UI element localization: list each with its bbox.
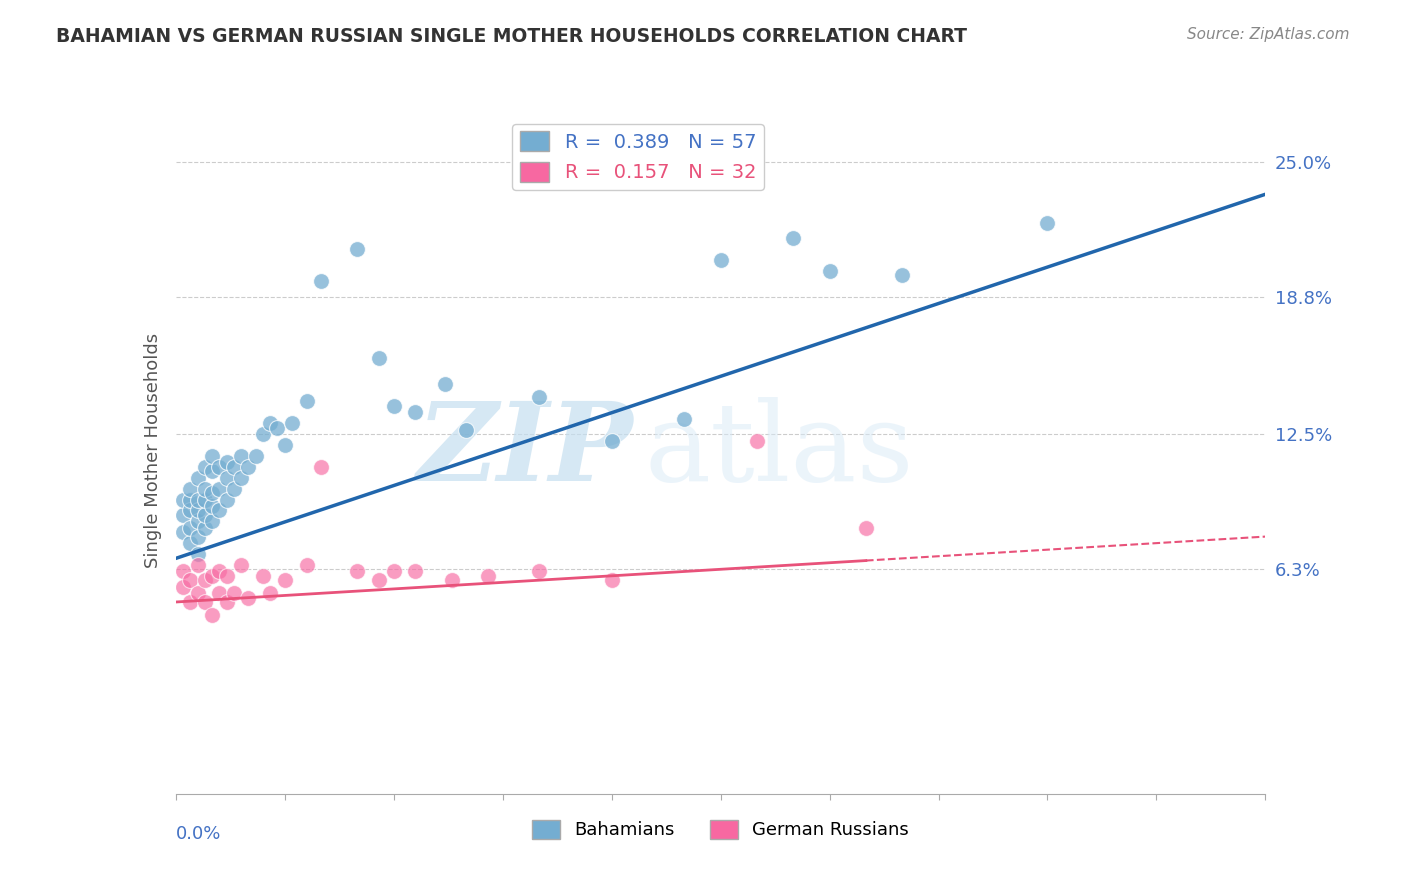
Point — [172, 580, 194, 594]
Y-axis label: Single Mother Households: Single Mother Households — [143, 333, 162, 568]
Text: BAHAMIAN VS GERMAN RUSSIAN SINGLE MOTHER HOUSEHOLDS CORRELATION CHART: BAHAMIAN VS GERMAN RUSSIAN SINGLE MOTHER… — [56, 27, 967, 45]
Legend: Bahamians, German Russians: Bahamians, German Russians — [526, 813, 915, 847]
Text: ZIP: ZIP — [416, 397, 633, 504]
Point — [477, 569, 499, 583]
Point — [215, 595, 238, 609]
Point — [600, 573, 623, 587]
Point — [238, 591, 260, 605]
Point — [818, 263, 841, 277]
Point — [368, 351, 391, 365]
Point — [710, 252, 733, 267]
Point — [179, 482, 201, 496]
Point — [231, 558, 253, 572]
Point — [215, 455, 238, 469]
Point — [208, 459, 231, 474]
Point — [179, 536, 201, 550]
Point — [186, 547, 209, 561]
Point — [745, 434, 768, 448]
Point — [433, 376, 456, 391]
Point — [222, 482, 245, 496]
Point — [194, 573, 217, 587]
Point — [194, 492, 217, 507]
Point — [215, 492, 238, 507]
Point — [456, 423, 478, 437]
Point — [245, 449, 267, 463]
Point — [673, 412, 696, 426]
Point — [222, 586, 245, 600]
Point — [186, 492, 209, 507]
Point — [194, 508, 217, 522]
Point — [382, 399, 405, 413]
Point — [891, 268, 914, 282]
Point — [179, 573, 201, 587]
Point — [201, 449, 224, 463]
Point — [259, 416, 281, 430]
Point — [231, 471, 253, 485]
Text: Source: ZipAtlas.com: Source: ZipAtlas.com — [1187, 27, 1350, 42]
Point — [222, 459, 245, 474]
Point — [179, 503, 201, 517]
Point — [215, 569, 238, 583]
Point — [295, 394, 318, 409]
Point — [527, 390, 550, 404]
Point — [208, 586, 231, 600]
Point — [194, 482, 217, 496]
Point — [600, 434, 623, 448]
Point — [238, 459, 260, 474]
Point — [201, 569, 224, 583]
Point — [172, 492, 194, 507]
Text: 0.0%: 0.0% — [176, 825, 221, 843]
Point — [855, 521, 877, 535]
Point — [172, 508, 194, 522]
Point — [259, 586, 281, 600]
Point — [346, 242, 368, 256]
Point — [274, 438, 297, 452]
Point — [252, 569, 274, 583]
Point — [186, 503, 209, 517]
Point — [186, 530, 209, 544]
Point — [368, 573, 391, 587]
Point — [231, 449, 253, 463]
Point — [201, 486, 224, 500]
Point — [194, 595, 217, 609]
Point — [309, 459, 332, 474]
Point — [309, 275, 332, 289]
Point — [281, 416, 304, 430]
Point — [440, 573, 463, 587]
Point — [527, 565, 550, 579]
Point — [266, 420, 288, 434]
Point — [382, 565, 405, 579]
Point — [179, 521, 201, 535]
Point — [346, 565, 368, 579]
Point — [186, 558, 209, 572]
Point — [274, 573, 297, 587]
Text: atlas: atlas — [644, 397, 914, 504]
Point — [179, 492, 201, 507]
Point — [405, 405, 427, 419]
Point — [201, 499, 224, 513]
Point — [208, 503, 231, 517]
Point — [172, 565, 194, 579]
Point — [405, 565, 427, 579]
Point — [194, 459, 217, 474]
Point — [215, 471, 238, 485]
Point — [201, 608, 224, 623]
Point — [186, 514, 209, 528]
Point — [782, 231, 804, 245]
Point — [179, 595, 201, 609]
Point — [208, 565, 231, 579]
Point — [186, 586, 209, 600]
Point — [186, 471, 209, 485]
Point — [1036, 216, 1059, 230]
Point — [201, 464, 224, 478]
Point — [295, 558, 318, 572]
Point — [252, 427, 274, 442]
Point — [208, 482, 231, 496]
Point — [201, 514, 224, 528]
Point — [194, 521, 217, 535]
Point — [172, 525, 194, 540]
